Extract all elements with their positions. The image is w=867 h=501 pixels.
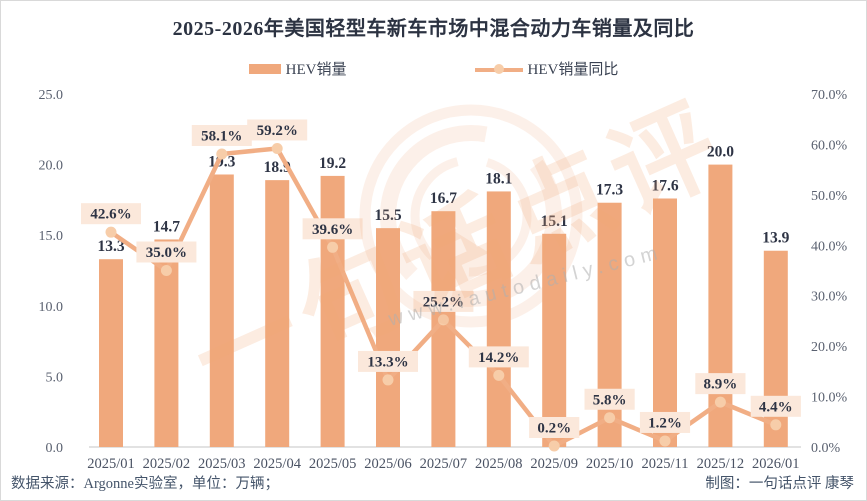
yoy-label-box	[695, 373, 746, 395]
yoy-label-box	[639, 411, 691, 433]
bar-value-label: 16.7	[430, 190, 457, 207]
x-axis-label: 2025/02	[143, 456, 191, 472]
yoy-value-label: 39.6%	[312, 222, 353, 238]
yoy-label-box	[584, 388, 635, 410]
yoy-label-box	[247, 119, 308, 141]
yoy-label-box	[81, 203, 141, 225]
yoy-value-label: 4.4%	[759, 399, 793, 415]
yoy-point	[105, 226, 117, 238]
bar-2025/10	[597, 202, 622, 447]
bar-value-label: 17.3	[596, 182, 623, 199]
bar-2025/11	[653, 198, 677, 447]
yoy-value-label: 13.3%	[367, 354, 408, 370]
right-axis-tick: 40.0%	[811, 239, 848, 254]
bar-value-label: 13.3	[97, 238, 124, 255]
x-axis-label: 2025/03	[198, 456, 246, 472]
bar-value-label: 13.9	[762, 230, 789, 247]
bar-value-label: 17.6	[651, 177, 678, 194]
yoy-point	[160, 265, 172, 276]
bar-2025/03	[209, 174, 234, 447]
right-axis-tick: 70.0%	[811, 88, 848, 103]
yoy-label-box	[468, 346, 529, 368]
yoy-value-label: 14.2%	[478, 350, 519, 366]
yoy-point	[493, 369, 505, 381]
x-axis-label: 2025/01	[87, 456, 135, 472]
legend-bar-label: HEV销量	[285, 62, 347, 78]
bar-value-label: 20.0	[707, 144, 734, 161]
bar-value-label: 15.5	[374, 207, 401, 224]
bar-value-label: 18.1	[485, 170, 512, 187]
yoy-point	[548, 440, 560, 452]
x-axis-label: 2025/06	[364, 456, 412, 472]
right-axis-tick: 60.0%	[811, 138, 848, 153]
bar-series-swatch-icon	[248, 63, 281, 74]
yoy-point	[327, 241, 339, 253]
legend-line-label: HEV销量同比	[527, 62, 619, 78]
left-axis-tick: 5.0	[46, 370, 64, 385]
x-axis-label: 2025/05	[309, 456, 357, 472]
bar-value-label: 15.1	[541, 213, 568, 230]
x-axis-label: 2025/10	[586, 456, 634, 472]
right-axis-tick: 0.0%	[811, 441, 841, 456]
right-axis-tick: 50.0%	[811, 189, 848, 204]
bar-2025/06	[376, 228, 400, 447]
yoy-point	[216, 148, 228, 160]
credit-note: 制图：一句话点评 康琴	[705, 476, 854, 492]
left-axis-tick: 15.0	[39, 229, 64, 244]
data-source-note: 数据来源：Argonne实验室，单位：万辆；	[11, 476, 279, 492]
yoy-value-label: 1.2%	[648, 415, 682, 431]
yoy-value-label: 25.2%	[423, 294, 464, 310]
bar-2025/01	[99, 259, 123, 447]
x-axis-label: 2025/04	[253, 456, 301, 472]
yoy-point	[271, 142, 283, 154]
yoy-label-box	[413, 290, 474, 312]
x-axis-label: 2025/08	[475, 456, 523, 472]
bar-value-label: 19.2	[319, 155, 346, 172]
right-axis-tick: 20.0%	[811, 340, 848, 355]
left-axis-tick: 0.0	[46, 441, 64, 456]
yoy-label-box	[136, 241, 197, 263]
left-axis-tick: 20.0	[39, 159, 64, 174]
yoy-label-box	[358, 350, 418, 372]
legend-item-hev-yoy: HEV销量同比	[474, 58, 619, 79]
x-axis-label: 2025/09	[530, 456, 578, 472]
bar-2025/08	[486, 191, 511, 447]
yoy-point	[714, 396, 726, 408]
left-axis-tick: 10.0	[39, 300, 64, 315]
x-axis-label: 2025/11	[642, 456, 689, 472]
left-axis-tick: 25.0	[39, 88, 64, 103]
yoy-point	[437, 314, 449, 326]
legend: HEV销量 HEV销量同比	[1, 58, 866, 79]
yoy-point	[382, 374, 394, 386]
yoy-value-label: 0.2%	[537, 420, 571, 436]
yoy-point	[659, 435, 671, 447]
yoy-label-box	[302, 218, 363, 240]
bar-2025/09	[542, 233, 567, 447]
bar-2025/05	[320, 175, 345, 447]
legend-item-hev-sales: HEV销量	[248, 58, 347, 79]
chart-title: 2025-2026年美国轻型车新车市场中混合动力车销量及同比	[172, 18, 695, 40]
right-axis-tick: 30.0%	[811, 290, 848, 305]
yoy-point	[770, 419, 782, 431]
bar-value-label: 14.7	[153, 218, 180, 235]
yoy-point	[604, 412, 616, 424]
x-axis-label: 2025/12	[697, 456, 745, 472]
yoy-value-label: 42.6%	[90, 207, 131, 223]
x-axis-label: 2026/01	[752, 456, 800, 472]
bar-2025/04	[265, 180, 290, 447]
yoy-label-box	[191, 125, 252, 147]
yoy-value-label: 35.0%	[146, 245, 187, 261]
right-axis-tick: 10.0%	[811, 391, 848, 406]
yoy-label-box	[750, 395, 801, 417]
yoy-value-label: 59.2%	[257, 123, 298, 139]
bar-2026/01	[763, 250, 788, 447]
x-axis-label: 2025/07	[420, 456, 468, 472]
yoy-value-label: 58.1%	[201, 129, 242, 145]
yoy-value-label: 5.8%	[593, 392, 627, 408]
yoy-value-label: 8.9%	[704, 377, 738, 393]
yoy-label-box	[529, 416, 580, 438]
line-series-swatch-icon	[474, 63, 523, 75]
